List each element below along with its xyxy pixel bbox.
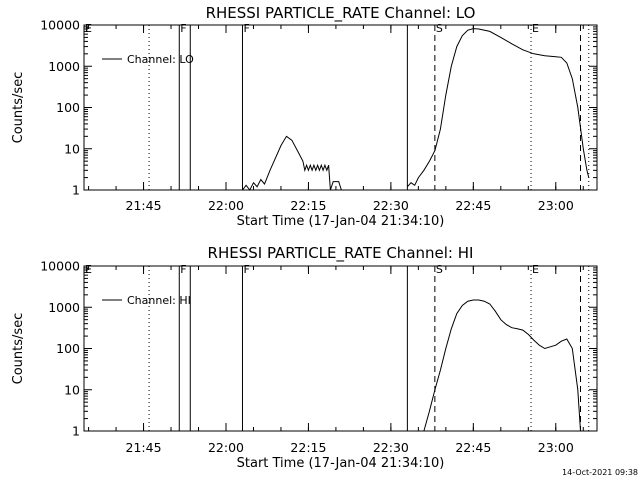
event-marker-label: S [436,22,443,35]
x-tick-label: 21:45 [126,440,162,455]
plot-frame [83,265,598,432]
event-marker-label: F [180,22,186,35]
event-marker-label: S [436,263,443,276]
x-tick-label: 22:30 [373,198,409,213]
y-tick-label: 100 [56,100,80,115]
footer-timestamp: 14-Oct-2021 09:38 [562,468,638,477]
y-tick-label: 10 [64,141,80,156]
x-tick-label: 22:30 [373,440,409,455]
legend-label: Channel: LO [127,53,194,66]
event-marker-label: E [85,263,92,276]
y-tick-label: 1000 [48,300,80,315]
y-tick-label: 10000 [40,259,80,274]
event-marker-label: F [180,263,186,276]
y-tick-label: 1000 [48,59,80,74]
chart-title: RHESSI PARTICLE_RATE Channel: HI [208,244,474,263]
y-tick-label: 1 [72,183,80,198]
particle-rate-series-line [423,299,581,432]
y-tick-label: 100 [56,341,80,356]
x-tick-label: 22:15 [290,440,326,455]
y-axis-label: Counts/sec [11,72,26,144]
x-tick-label: 23:00 [538,198,574,213]
x-tick-label: 21:45 [126,198,162,213]
lo-channel-chart: RHESSI PARTICLE_RATE Channel: LO 1 10 100 10… [11,4,598,229]
plot-frame [83,24,598,191]
event-marker-label: F [243,22,249,35]
chart-title: RHESSI PARTICLE_RATE Channel: LO [206,4,476,23]
y-tick-label: 1 [72,424,80,439]
event-marker-label: E [532,263,539,276]
event-marker-label: F [243,263,249,276]
hi-channel-chart: RHESSI PARTICLE_RATE Channel: HI 1 10 100 10… [11,244,598,471]
x-tick-label: 22:00 [208,440,244,455]
y-axis-label: Counts/sec [11,313,26,385]
x-tick-label: 22:15 [290,198,326,213]
particle-rate-series-line [242,135,342,191]
x-axis-label: Start Time (17-Jan-04 21:34:10) [237,456,445,471]
x-tick-label: 22:45 [455,198,491,213]
event-marker-label: E [532,22,539,35]
legend-label: Channel: HI [127,294,191,307]
event-marker-label: E [85,22,92,35]
y-tick-label: 10000 [40,18,80,33]
x-tick-label: 23:00 [538,440,574,455]
x-tick-label: 22:45 [455,440,491,455]
particle-rate-series-line [407,28,590,188]
x-tick-label: 22:00 [208,198,244,213]
y-tick-label: 10 [64,382,80,397]
x-axis-label: Start Time (17-Jan-04 21:34:10) [237,214,445,229]
